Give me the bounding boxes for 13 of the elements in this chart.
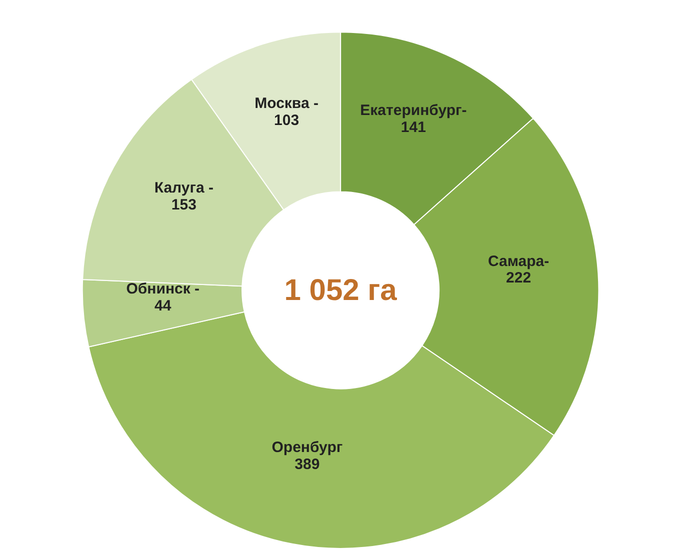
slice-label: Калуга -	[154, 179, 214, 196]
data-label: 389	[294, 456, 320, 473]
slice-label: Самара-	[488, 252, 550, 270]
data-label: 153	[171, 196, 196, 214]
slice-label: Екатеринбург-	[360, 102, 467, 120]
data-label: 103	[274, 112, 300, 129]
slice-label: Обнинск -	[126, 280, 200, 298]
data-label: 141	[400, 119, 426, 136]
data-label: 222	[506, 270, 532, 287]
text: 1 052 га	[284, 274, 398, 307]
data-label: 44	[154, 297, 172, 314]
slice-label: Москва -	[254, 95, 318, 112]
slice-label: Оренбург	[272, 439, 343, 456]
